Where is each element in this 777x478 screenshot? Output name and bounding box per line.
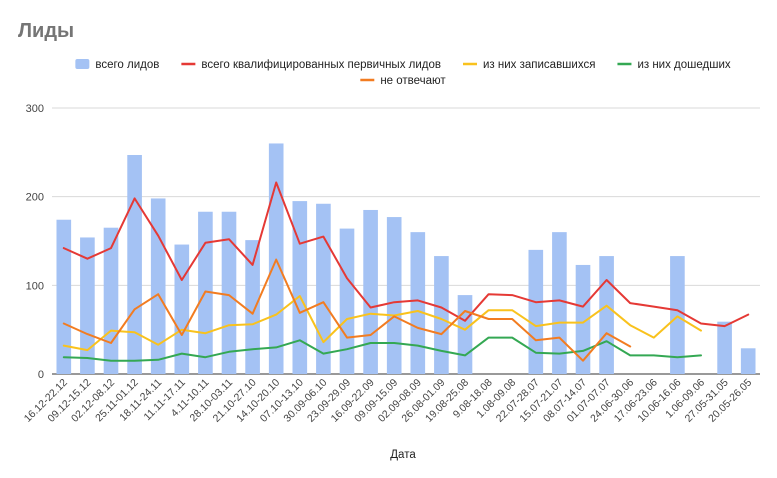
bar — [174, 244, 190, 374]
series-line — [62, 295, 702, 352]
x-axis-ticks: 16.12-22.1209.12-15.1202.12-08.1225.11-0… — [22, 377, 755, 425]
line-series — [62, 181, 750, 362]
bar — [245, 240, 260, 374]
bar — [56, 219, 72, 374]
legend-label: всего квалифицированных первичных лидов — [201, 59, 441, 71]
chart-title: Лиды — [18, 20, 75, 42]
bar — [670, 256, 685, 374]
bar — [127, 154, 142, 374]
series-line — [62, 258, 632, 362]
bar — [740, 348, 756, 374]
bar — [292, 201, 308, 374]
legend: всего лидов всего квалифицированных перви… — [75, 59, 731, 87]
legend-label: не отвечают — [380, 75, 446, 87]
bar — [575, 264, 591, 374]
bar-series — [56, 143, 756, 374]
y-tick-label: 300 — [26, 103, 44, 115]
bar — [528, 249, 544, 374]
bar — [221, 211, 237, 374]
legend-swatch — [75, 59, 90, 69]
bar — [599, 256, 614, 374]
y-axis-ticks: 0 100 200 300 — [26, 103, 44, 381]
bar — [150, 198, 166, 374]
bar — [316, 203, 331, 374]
gridlines — [52, 107, 760, 375]
bar — [363, 209, 378, 374]
bar — [717, 321, 732, 374]
bar — [434, 256, 449, 374]
bar — [80, 237, 95, 374]
bar — [339, 228, 355, 374]
y-tick-label: 0 — [38, 369, 44, 381]
bar — [386, 217, 402, 374]
bar — [457, 295, 473, 374]
legend-label: из них дошедших — [637, 59, 730, 71]
x-axis-title: Дата — [390, 449, 416, 461]
legend-label: из них записавшихся — [483, 59, 595, 71]
legend-label: всего лидов — [95, 59, 159, 71]
y-tick-label: 100 — [26, 280, 44, 292]
bar — [410, 232, 426, 374]
series-line — [62, 181, 750, 328]
y-tick-label: 200 — [26, 192, 44, 204]
